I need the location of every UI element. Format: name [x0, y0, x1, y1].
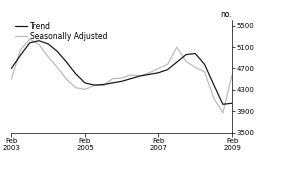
Trend	[212, 83, 215, 86]
Seasonally Adjusted	[111, 78, 114, 80]
Legend: Trend, Seasonally Adjusted: Trend, Seasonally Adjusted	[15, 22, 107, 41]
Seasonally Adjusted	[157, 67, 160, 70]
Seasonally Adjusted	[138, 75, 142, 77]
Trend	[184, 54, 188, 56]
Trend	[129, 78, 132, 80]
Seasonally Adjusted	[37, 43, 41, 45]
Trend	[10, 67, 13, 70]
Trend	[147, 73, 151, 75]
Seasonally Adjusted	[166, 63, 169, 65]
Trend	[194, 53, 197, 55]
Trend	[111, 82, 114, 84]
Seasonally Adjusted	[184, 61, 188, 63]
Trend	[221, 103, 224, 105]
Seasonally Adjusted	[203, 71, 206, 73]
Trend	[92, 84, 96, 86]
Seasonally Adjusted	[147, 72, 151, 74]
Trend	[83, 82, 87, 84]
Seasonally Adjusted	[83, 88, 87, 90]
Trend	[37, 40, 41, 42]
Trend	[65, 61, 68, 63]
Trend	[28, 42, 31, 44]
Trend	[175, 61, 179, 63]
Trend	[166, 69, 169, 71]
Text: no.: no.	[220, 10, 232, 19]
Seasonally Adjusted	[102, 84, 105, 87]
Seasonally Adjusted	[46, 56, 50, 58]
Seasonally Adjusted	[230, 74, 234, 76]
Trend	[157, 72, 160, 74]
Seasonally Adjusted	[221, 112, 224, 114]
Trend	[102, 83, 105, 86]
Seasonally Adjusted	[175, 46, 179, 48]
Line: Seasonally Adjusted: Seasonally Adjusted	[11, 39, 232, 113]
Trend	[120, 80, 123, 82]
Trend	[74, 73, 77, 75]
Seasonally Adjusted	[55, 66, 59, 69]
Seasonally Adjusted	[74, 87, 77, 89]
Trend	[203, 63, 206, 65]
Trend	[230, 102, 234, 104]
Seasonally Adjusted	[212, 97, 215, 99]
Trend	[138, 75, 142, 77]
Seasonally Adjusted	[65, 78, 68, 80]
Seasonally Adjusted	[10, 78, 13, 80]
Trend	[55, 50, 59, 52]
Seasonally Adjusted	[28, 38, 31, 40]
Seasonally Adjusted	[129, 74, 132, 76]
Trend	[19, 54, 22, 56]
Seasonally Adjusted	[19, 49, 22, 51]
Line: Trend: Trend	[11, 41, 232, 104]
Seasonally Adjusted	[92, 84, 96, 87]
Seasonally Adjusted	[194, 66, 197, 69]
Seasonally Adjusted	[120, 77, 123, 79]
Trend	[46, 43, 50, 45]
